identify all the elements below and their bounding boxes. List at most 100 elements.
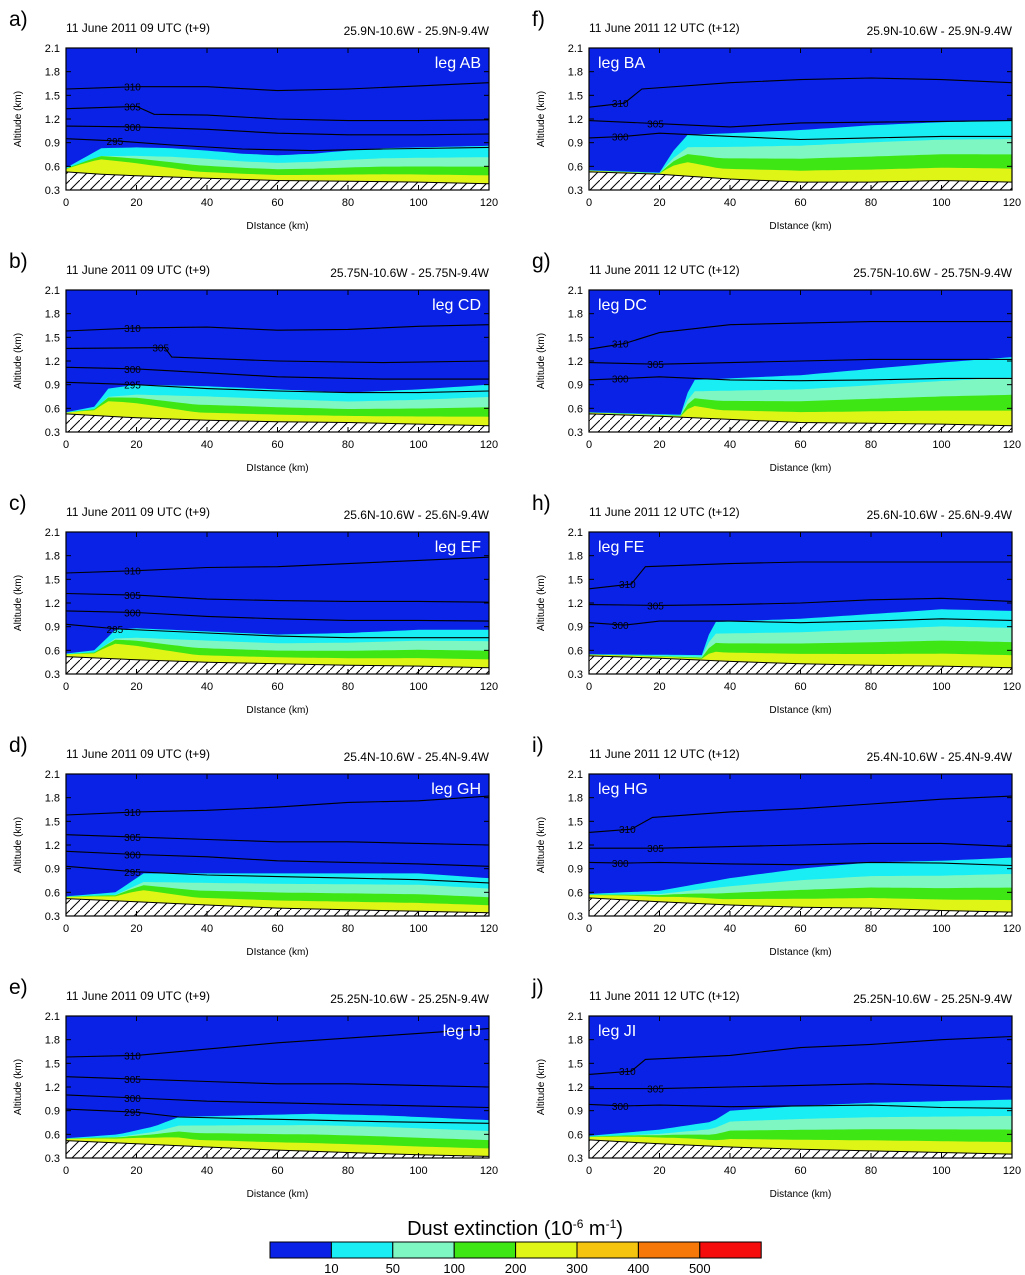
y-tick-label: 0.6: [568, 161, 583, 173]
isentrope-label: 310: [124, 808, 141, 819]
y-axis-label: Altitude (km): [13, 333, 24, 389]
leg-label: leg FE: [598, 539, 644, 556]
x-tick-label: 60: [794, 923, 806, 935]
leg-label: leg GH: [431, 781, 481, 798]
panel-coords: 25.4N-10.6W - 25.4N-9.4W: [867, 750, 1013, 764]
x-axis-label: DIstance (km): [769, 947, 831, 958]
colorbar-tick-label: 50: [386, 1261, 400, 1275]
isentrope-label: 300: [124, 123, 141, 134]
x-tick-label: 120: [480, 439, 498, 451]
plot-area: 310 305 300 295: [66, 774, 489, 916]
isentrope-305: [66, 592, 489, 603]
panel-time: 11 June 2011 09 UTC (t+9): [66, 21, 210, 35]
panel-letter: e): [9, 976, 28, 999]
y-tick-label: 1.8: [45, 67, 60, 79]
x-tick-label: 120: [1003, 923, 1021, 935]
y-axis-label: Altitude (km): [536, 817, 547, 873]
panel-j: 310 305 300 leg JI 0.3 0.6 0.9 1.2 1.5 1.8 2.1 0 20 4…: [531, 976, 1021, 1200]
x-tick-label: 20: [130, 197, 142, 209]
y-tick-label: 0.9: [568, 380, 583, 392]
colorbar-tick-label: 200: [505, 1261, 527, 1275]
isentrope-310: [589, 77, 1012, 108]
x-tick-label: 60: [271, 681, 283, 693]
panel-coords: 25.9N-10.6W - 25.9N-9.4W: [344, 24, 490, 38]
y-tick-label: 0.3: [568, 911, 583, 923]
isentrope-label: 305: [124, 833, 141, 844]
isentrope-300: [66, 1094, 489, 1109]
isentrope-300: [589, 132, 1012, 141]
isentrope-305: [66, 105, 489, 122]
y-tick-label: 0.9: [568, 1106, 583, 1118]
y-tick-label: 0.9: [568, 864, 583, 876]
y-tick-label: 0.6: [45, 161, 60, 173]
isentrope-label: 310: [612, 340, 629, 351]
isentrope-label: 305: [124, 1075, 141, 1086]
panel-letter: j): [531, 976, 544, 999]
panel-coords: 25.9N-10.6W - 25.9N-9.4W: [867, 24, 1013, 38]
leg-label: leg HG: [598, 781, 648, 798]
isentrope-label: 300: [124, 365, 141, 376]
isentrope-label: 295: [107, 625, 124, 636]
y-tick-label: 1.8: [568, 67, 583, 79]
y-tick-label: 0.9: [568, 138, 583, 150]
y-tick-label: 0.3: [45, 911, 60, 923]
isentrope-label: 295: [124, 868, 141, 879]
panel-letter: f): [532, 8, 545, 31]
x-axis-label: DIstance (km): [246, 705, 308, 716]
panel-time: 11 June 2011 12 UTC (t+12): [589, 263, 740, 277]
x-tick-label: 80: [865, 1165, 877, 1177]
panel-letter: d): [9, 734, 28, 757]
panel-letter: a): [9, 8, 28, 31]
panel-coords: 25.6N-10.6W - 25.6N-9.4W: [344, 508, 490, 522]
panel-time: 11 June 2011 12 UTC (t+12): [589, 989, 740, 1003]
plot-area: 310 305 300 295: [66, 290, 489, 432]
y-tick-label: 2.1: [45, 43, 60, 55]
isentrope-300: [66, 125, 489, 136]
y-tick-label: 1.5: [45, 332, 60, 344]
isentrope-label: 305: [647, 120, 664, 131]
colorbar-tick-label: 100: [443, 1261, 465, 1275]
leg-label: leg CD: [432, 297, 481, 314]
leg-label: leg BA: [598, 55, 645, 72]
x-tick-label: 0: [63, 923, 69, 935]
isentrope-305: [66, 1076, 489, 1088]
y-axis-label: Altitude (km): [13, 91, 24, 147]
panel-d: 310 305 300 295 leg GH 0.3 0.6 0.9 1.2 1.5 1.8 2.1 0…: [9, 734, 498, 958]
y-tick-label: 1.2: [45, 114, 60, 126]
isentrope-label: 310: [124, 324, 141, 335]
x-tick-label: 120: [480, 681, 498, 693]
x-tick-label: 100: [932, 681, 950, 693]
colorbar-tick-label: 500: [689, 1261, 711, 1275]
isentrope-305: [66, 834, 489, 846]
isentrope-295: [66, 623, 489, 639]
panel-time: 11 June 2011 09 UTC (t+9): [66, 263, 210, 277]
y-tick-label: 2.1: [45, 285, 60, 297]
x-tick-label: 100: [932, 1165, 950, 1177]
x-tick-label: 80: [342, 439, 354, 451]
x-tick-label: 60: [794, 1165, 806, 1177]
x-tick-label: 120: [480, 923, 498, 935]
panel-f: 310 305 300 leg BA 0.3 0.6 0.9 1.2 1.5 1.8 2.1 0 20 4…: [532, 8, 1021, 232]
x-tick-label: 0: [63, 1165, 69, 1177]
isentrope-310: [66, 82, 489, 92]
terrain-hatch: [589, 413, 1012, 432]
isentrope-label: 305: [124, 102, 141, 113]
y-tick-label: 0.3: [45, 427, 60, 439]
x-tick-label: 100: [409, 1165, 427, 1177]
panel-time: 11 June 2011 09 UTC (t+9): [66, 747, 210, 761]
y-tick-label: 0.6: [568, 645, 583, 657]
y-tick-label: 1.5: [45, 816, 60, 828]
x-tick-label: 80: [342, 681, 354, 693]
y-axis-label: Altitude (km): [536, 1059, 547, 1115]
y-tick-label: 0.6: [45, 887, 60, 899]
x-tick-label: 100: [932, 439, 950, 451]
x-tick-label: 60: [794, 439, 806, 451]
isentrope-305: [589, 120, 1012, 128]
colorbar-tick-label: 300: [566, 1261, 588, 1275]
isentrope-label: 300: [612, 1102, 629, 1113]
leg-label: leg DC: [598, 297, 647, 314]
y-axis-label: Altitude (km): [536, 333, 547, 389]
x-tick-label: 20: [653, 1165, 665, 1177]
x-tick-label: 40: [724, 439, 736, 451]
x-tick-label: 40: [724, 681, 736, 693]
